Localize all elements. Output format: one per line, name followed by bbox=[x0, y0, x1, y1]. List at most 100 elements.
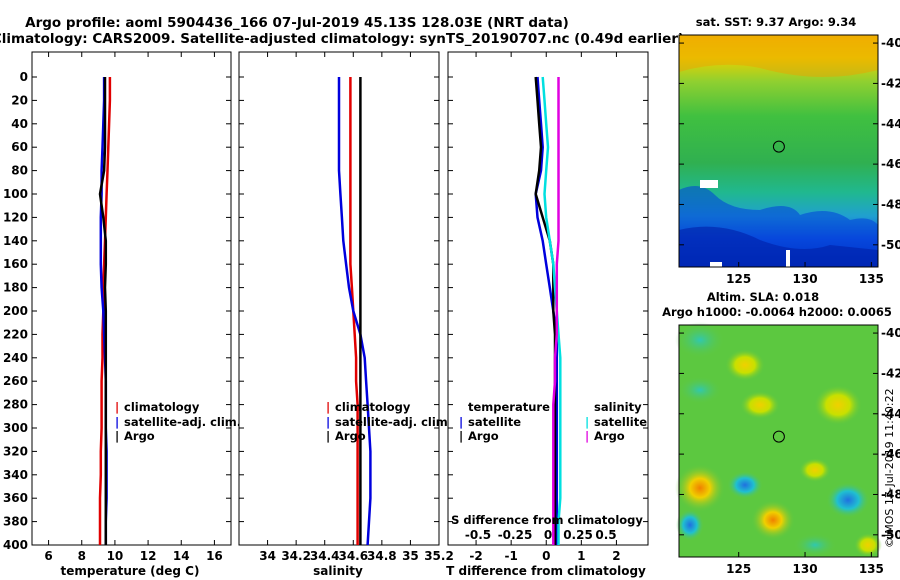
depth-tick-label: 240 bbox=[3, 351, 28, 365]
temperature-axes-frame bbox=[31, 51, 232, 546]
difference-xtick-label: -1 bbox=[504, 549, 517, 563]
sla-anomaly bbox=[727, 471, 763, 499]
sla-map-xtick-label: 135 bbox=[859, 562, 884, 576]
sst-map-panel: sat. SST: 9.37 Argo: 9.34 125 130 135 -40 -4… bbox=[678, 15, 900, 286]
depth-tick-label: 400 bbox=[3, 538, 28, 552]
salinity-legend-mark-2: | bbox=[326, 429, 330, 443]
difference-xlabel2: S difference from climatology bbox=[451, 513, 643, 527]
sla-map-ytick-label: -44 bbox=[881, 407, 900, 421]
difference-xtick-label: -2 bbox=[469, 549, 482, 563]
depth-tick-label: 0 bbox=[20, 70, 28, 84]
difference-xtick2-label: 0 bbox=[544, 528, 552, 542]
salinity-xlabel: salinity bbox=[313, 564, 363, 578]
depth-tick-label: 60 bbox=[11, 140, 28, 154]
salinity-legend-label-2: Argo bbox=[335, 429, 366, 443]
temperature-series-2-line bbox=[98, 77, 108, 545]
depth-tick-label: 200 bbox=[3, 304, 28, 318]
temperature-legend-label-0: climatology bbox=[124, 400, 200, 414]
sst-no-data-strip bbox=[786, 250, 790, 267]
sla-map-panel: Altim. SLA: 0.018 Argo h1000: -0.0064 h2… bbox=[662, 290, 900, 576]
sst-map-ytick-label: -50 bbox=[881, 238, 900, 252]
temperature-xtick-label: 6 bbox=[44, 549, 52, 563]
sla-anomaly bbox=[793, 533, 837, 557]
sla-anomaly bbox=[751, 500, 795, 540]
temperature-legend-mark-0: | bbox=[115, 400, 119, 414]
difference-xtick2-label: 0.25 bbox=[563, 528, 593, 542]
temperature-legend-label-1: satellite-adj. clim. bbox=[124, 415, 241, 429]
depth-tick-label: 40 bbox=[11, 117, 28, 131]
difference-legend-label-3: Argo bbox=[594, 429, 625, 443]
salinity-xtick-label: 35.2 bbox=[424, 549, 454, 563]
salinity-legend-label-1: satellite-adj. clim. bbox=[335, 415, 452, 429]
salinity-series-1-line bbox=[337, 77, 372, 546]
sst-map-ytick-label: -42 bbox=[881, 76, 900, 90]
temperature-xtick-label: 14 bbox=[173, 549, 190, 563]
figure-title-line1: Argo profile: aoml 5904436_166 07-Jul-20… bbox=[25, 15, 569, 31]
temperature-xtick-label: 8 bbox=[78, 549, 86, 563]
difference-ticks2: -0.5 -0.25 0 0.25 0.5 bbox=[465, 528, 617, 542]
difference-xtick2-label: -0.25 bbox=[498, 528, 533, 542]
difference-lines bbox=[534, 76, 562, 545]
difference-panel: -2 -1 0 1 2 T difference from climatology S … bbox=[446, 51, 649, 578]
sst-map-ytick-label: -46 bbox=[881, 157, 900, 171]
sst-map-ytick-label: -48 bbox=[881, 197, 900, 211]
difference-axes-frame bbox=[447, 51, 649, 546]
temperature-xlabel: temperature (deg C) bbox=[61, 564, 200, 578]
sst-map-ticks: 125 130 135 -40 -42 -44 -46 -48 -50 bbox=[679, 36, 900, 286]
sla-anomaly bbox=[854, 533, 882, 557]
difference-xtick-label: 0 bbox=[542, 549, 550, 563]
difference-legend-label-0: satellite bbox=[468, 415, 521, 429]
sla-map-subtitle: Argo h1000: -0.0064 h2000: 0.0065 bbox=[662, 305, 892, 319]
temperature-lines bbox=[98, 77, 112, 545]
difference-series-1-line bbox=[534, 76, 557, 545]
depth-tick-label: 140 bbox=[3, 234, 28, 248]
temperature-legend-mark-1: | bbox=[115, 415, 119, 429]
sst-coldest-water bbox=[679, 226, 878, 267]
sst-map-ytick-label: -44 bbox=[881, 117, 900, 131]
depth-tick-label: 300 bbox=[3, 421, 28, 435]
sla-argo-position-marker bbox=[772, 430, 785, 443]
sla-map-xtick-label: 130 bbox=[793, 562, 818, 576]
difference-xtick2-label: 0.5 bbox=[595, 528, 616, 542]
sla-map-ytick-label: -42 bbox=[881, 366, 900, 380]
salinity-panel: 34 34.234.434.634.8 35 35.2 salinity | clim… bbox=[238, 51, 454, 578]
temperature-panel: 6 8 10 12 14 16 temperature (deg C) | climato… bbox=[31, 51, 241, 578]
difference-xlabel: T difference from climatology bbox=[446, 564, 646, 578]
sla-anomaly bbox=[676, 509, 704, 541]
sst-argo-position-marker bbox=[772, 140, 785, 153]
depth-tick-label: 260 bbox=[3, 374, 28, 388]
sla-anomaly bbox=[678, 376, 722, 404]
depth-tick-label: 340 bbox=[3, 468, 28, 482]
sla-anomaly bbox=[725, 349, 765, 381]
depth-tick-label: 120 bbox=[3, 210, 28, 224]
depth-tick-label: 160 bbox=[3, 257, 28, 271]
sst-no-data-edge bbox=[710, 262, 722, 267]
salinity-xtick-label: 34.2 bbox=[281, 549, 311, 563]
salinity-legend-mark-1: | bbox=[326, 415, 330, 429]
difference-legend-title-left: temperature bbox=[468, 400, 550, 414]
sla-map-title: Altim. SLA: 0.018 bbox=[707, 290, 819, 304]
difference-legend-mark-1: | bbox=[459, 429, 463, 443]
depth-axis: 0 20 40 60 80 100 120 140 160 180 200 220 240 260 280 3… bbox=[3, 70, 28, 552]
sla-map-ytick-label: -40 bbox=[881, 326, 900, 340]
sla-anomaly bbox=[675, 464, 725, 512]
difference-series-3-line bbox=[552, 77, 560, 545]
sla-map-ticks: 125 130 135 -40 -42 -44 -46 -48 -50 bbox=[679, 326, 900, 576]
depth-tick-label: 380 bbox=[3, 515, 28, 529]
depth-tick-label: 20 bbox=[11, 93, 28, 107]
difference-legend-label-1: Argo bbox=[468, 429, 499, 443]
difference-legend-mark-0: | bbox=[459, 415, 463, 429]
difference-legend-title-right: salinity bbox=[594, 400, 642, 414]
sla-anomaly bbox=[814, 385, 862, 425]
sla-map-frame bbox=[678, 324, 879, 558]
temperature-xtick-label: 16 bbox=[206, 549, 223, 563]
difference-legend-label-2: satellite bbox=[594, 415, 647, 429]
temperature-legend-mark-2: | bbox=[115, 429, 119, 443]
depth-tick-label: 100 bbox=[3, 187, 28, 201]
figure-title-line2: Climatology: CARS2009. Satellite-adjuste… bbox=[0, 31, 684, 47]
difference-legend-mark-2: | bbox=[585, 415, 589, 429]
sst-map-xtick-label: 135 bbox=[859, 272, 884, 286]
sla-map-ytick-label: -46 bbox=[881, 447, 900, 461]
salinity-xtick-label: 34.6 bbox=[338, 549, 368, 563]
